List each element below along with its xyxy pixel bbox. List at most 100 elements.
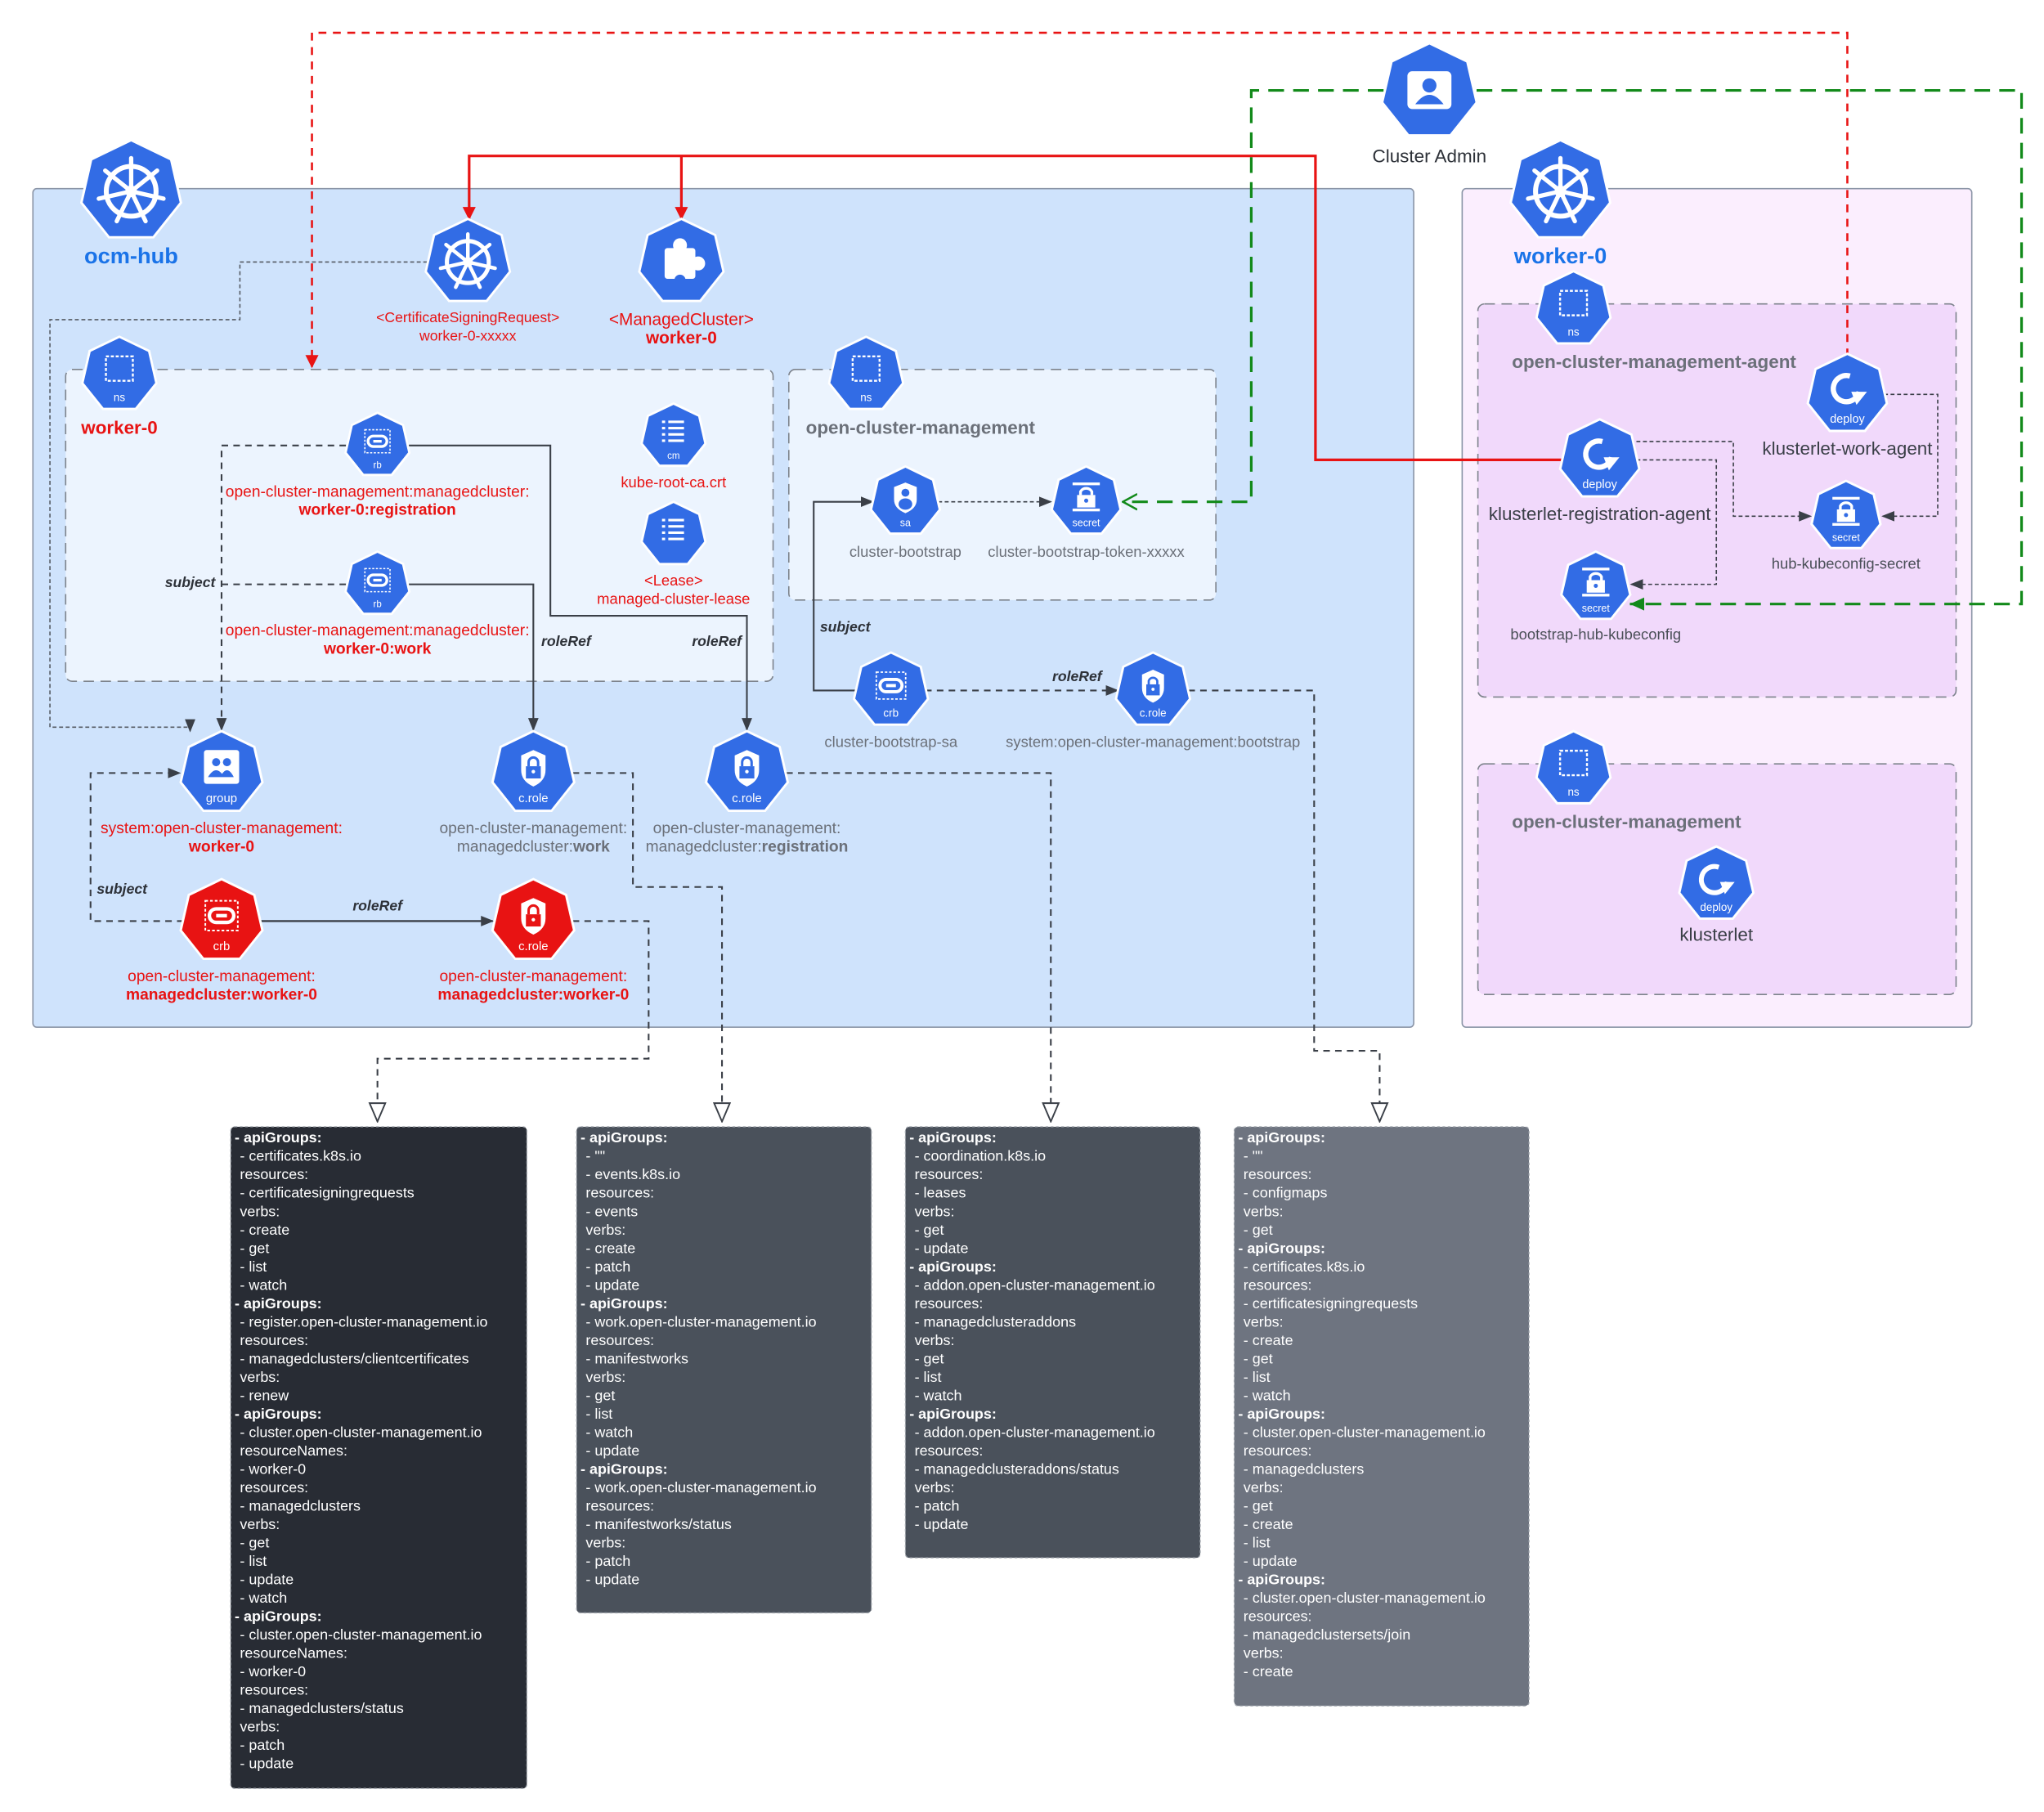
node-reg-agent[interactable]: deploy klusterlet-registration-agent — [1489, 418, 1711, 524]
node-ns-w0[interactable]: ns — [81, 335, 158, 410]
cr-boot-rules-connector — [1188, 689, 1379, 1121]
namespace-title-agent: open-cluster-management-agent — [1512, 352, 1796, 372]
rbac-rules-box: - apiGroups: - "" resources: - configmaps ve… — [1233, 1126, 1530, 1707]
node-label-line: hub-kubeconfig-secret — [1772, 554, 1921, 572]
rule-line: - addon.open-cluster-management.io — [915, 1424, 1155, 1440]
node-label-line: open-cluster-management: — [439, 820, 627, 837]
node-group[interactable]: group system:open-cluster-management: work… — [101, 729, 343, 856]
rule-line: resources: — [1244, 1442, 1312, 1459]
node-label-line: open-cluster-management:managedcluster: — [226, 483, 530, 500]
rule-line: - worker-0 — [240, 1663, 306, 1680]
rule-line: - create — [1244, 1332, 1293, 1348]
rule-line: - work.open-cluster-management.io — [585, 1313, 816, 1330]
rule-line: - create — [585, 1240, 635, 1256]
rb-reg-roleref-connector — [409, 444, 752, 732]
node-label-line: bootstrap-hub-kubeconfig — [1510, 626, 1681, 643]
namespace-worker-0-box — [65, 369, 774, 683]
node-hub-secret[interactable]: secret hub-kubeconfig-secret — [1772, 479, 1921, 572]
node-rb-reg[interactable]: rb open-cluster-management:managedcluster… — [226, 411, 530, 519]
kind-badge: rb — [374, 460, 382, 470]
green-admin-to-bootstrap-secret-connector — [1477, 88, 2024, 611]
node-work-agent[interactable]: deploy klusterlet-work-agent — [1762, 352, 1933, 459]
kind-badge: group — [206, 792, 237, 805]
rule-line: - watch — [585, 1424, 633, 1440]
rule-line: - apiGroups: — [235, 1295, 322, 1312]
ocm-hub-kubernetes-logo — [79, 138, 182, 239]
namespace-icon — [1558, 749, 1589, 777]
node-crb-boot[interactable]: crb cluster-bootstrap-sa — [824, 651, 958, 750]
rule-line: - list — [915, 1369, 942, 1385]
rule-line: - create — [1244, 1516, 1293, 1532]
rule-line: - certificates.k8s.io — [240, 1148, 361, 1164]
node-cr-reg[interactable]: c.role open-cluster-management: managedclu… — [646, 729, 849, 856]
node-label-line: klusterlet — [1679, 924, 1753, 944]
rule-line: - update — [240, 1572, 294, 1588]
rule-line: - list — [240, 1258, 267, 1275]
rule-line: - create — [1244, 1663, 1293, 1680]
rule-line: - patch — [585, 1258, 630, 1275]
node-boot-secret[interactable]: secret bootstrap-hub-kubeconfig — [1510, 549, 1681, 643]
kind-badge: sa — [900, 518, 911, 529]
rule-line: - get — [240, 1240, 269, 1256]
node-label-line: open-cluster-management: — [439, 968, 627, 985]
node-label-line: system:open-cluster-management:bootstrap — [1006, 733, 1300, 750]
rule-line: resources: — [585, 1185, 654, 1201]
rule-line: - manifestworks/status — [585, 1516, 731, 1532]
rule-line: verbs: — [585, 1534, 625, 1550]
node-csr[interactable]: <CertificateSigningRequest> worker-0-xxxx… — [376, 217, 559, 344]
rule-line: resources: — [915, 1166, 984, 1182]
kind-badge: secret — [1582, 603, 1611, 614]
shield-lock-icon — [734, 750, 760, 787]
kind-badge: ns — [1567, 325, 1579, 338]
node-label-line: open-cluster-management: — [653, 820, 841, 837]
rule-line: - events.k8s.io — [585, 1166, 680, 1182]
work-agent-to-hub-secret-connector — [1881, 393, 1939, 522]
rule-line: - patch — [240, 1737, 285, 1753]
cluster-admin-avatar — [1381, 42, 1478, 137]
rule-line: - update — [585, 1572, 639, 1588]
rule-line: - patch — [585, 1553, 630, 1569]
node-cm-ca[interactable]: cm kube-root-ca.crt — [621, 401, 726, 491]
node-mc[interactable]: <ManagedCluster>worker-0 — [609, 217, 754, 348]
list-icon — [661, 420, 684, 442]
link-icon — [364, 567, 391, 593]
kind-badge: rb — [374, 599, 382, 609]
node-ns-agent[interactable]: ns — [1535, 270, 1612, 345]
user-shield-icon — [894, 482, 917, 514]
node-lease[interactable]: <Lease>managed-cluster-lease — [597, 500, 750, 608]
rule-line: - leases — [915, 1185, 966, 1201]
kind-badge: crb — [213, 940, 231, 953]
cr-work-rules-connector — [572, 772, 722, 1121]
node-label-line: managedcluster:worker-0 — [126, 987, 317, 1004]
node-token[interactable]: secret cluster-bootstrap-token-xxxxx — [988, 464, 1185, 560]
rule-line: - apiGroups: — [235, 1608, 322, 1625]
node-klusterlet[interactable]: deploy klusterlet — [1678, 845, 1755, 944]
rule-line: verbs: — [240, 1369, 280, 1385]
node-cr-boot[interactable]: c.role system:open-cluster-management:boo… — [1006, 651, 1300, 750]
rule-line: - update — [1244, 1553, 1298, 1569]
rule-line: - update — [915, 1516, 969, 1532]
node-label-line: worker-0 — [645, 329, 717, 348]
kind-badge: ns — [114, 392, 125, 404]
shield-lock-icon — [521, 898, 546, 935]
rule-line: - patch — [915, 1497, 960, 1514]
lock-icon — [1832, 496, 1860, 526]
rule-line: - update — [915, 1240, 969, 1256]
list-icon — [661, 518, 684, 540]
node-ns-ocm[interactable]: ns — [827, 335, 905, 410]
helm-wheel-icon — [1526, 155, 1595, 224]
rule-line: - "" — [585, 1148, 605, 1164]
rule-line: - managedclusteraddons — [915, 1313, 1076, 1330]
node-cr-work[interactable]: c.role open-cluster-management: managedclu… — [439, 729, 627, 856]
namespace-icon — [1558, 289, 1589, 316]
node-cr-mc[interactable]: c.role open-cluster-management: managedclu… — [437, 877, 629, 1004]
node-rb-work[interactable]: rb open-cluster-management:managedcluster… — [226, 549, 530, 658]
rule-line: - cluster.open-cluster-management.io — [240, 1626, 482, 1643]
rule-line: - coordination.k8s.io — [915, 1148, 1047, 1164]
node-sa[interactable]: sa cluster-bootstrap — [849, 464, 961, 560]
shield-lock-icon — [521, 750, 546, 787]
node-crb-mc[interactable]: crb open-cluster-management: managedcluste… — [126, 877, 317, 1004]
node-ns-wocm[interactable]: ns — [1535, 729, 1612, 805]
namespace-title-worker-ocm: open-cluster-management — [1512, 812, 1741, 832]
rule-line: resources: — [240, 1479, 308, 1496]
